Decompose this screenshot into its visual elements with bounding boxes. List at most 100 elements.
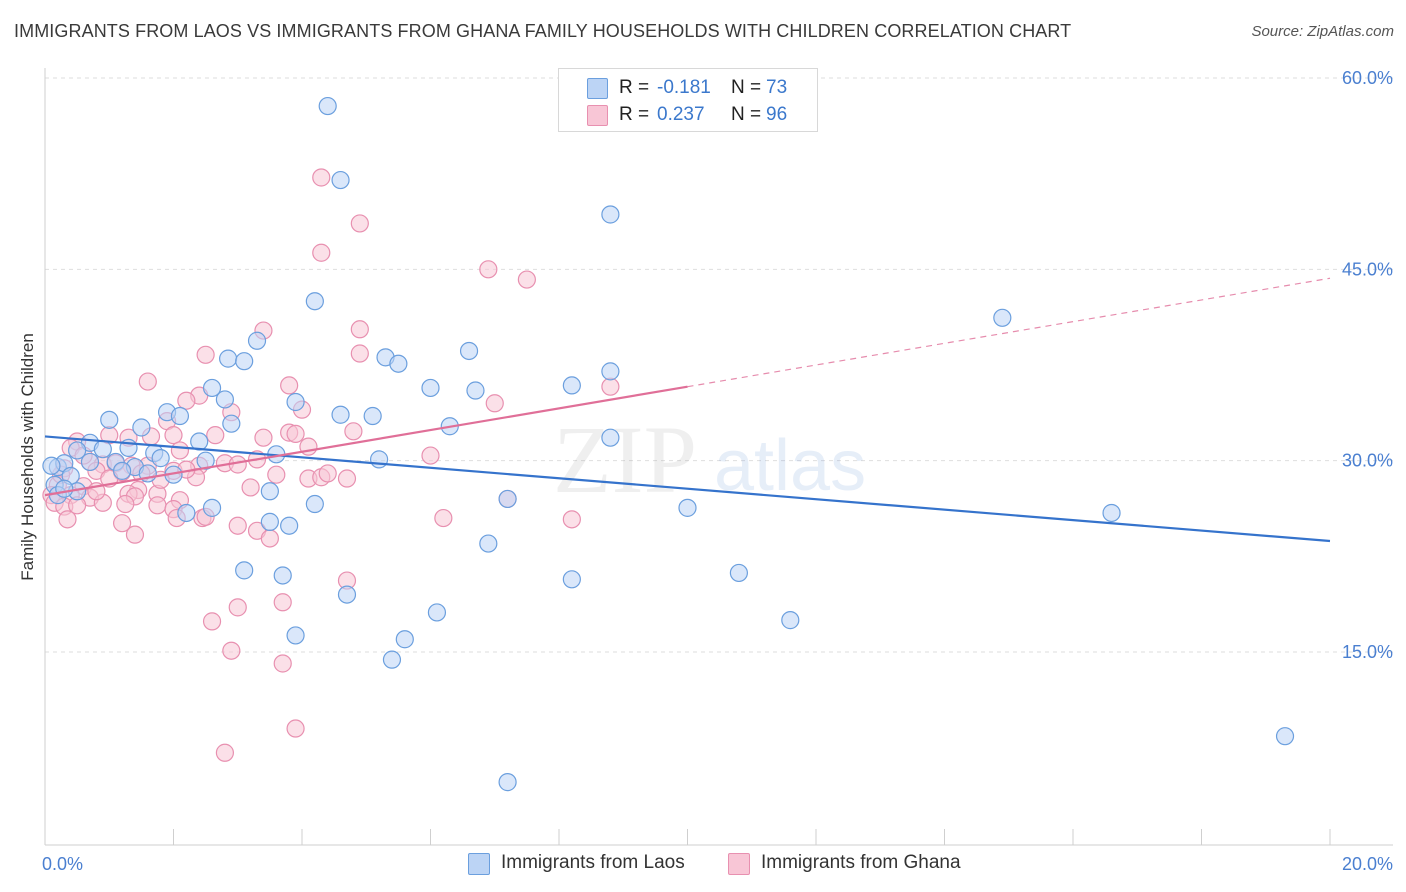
ghana-point — [138, 372, 157, 391]
laos-points — [42, 96, 1295, 792]
laos-point — [305, 494, 324, 514]
laos-point — [562, 570, 581, 589]
laos-point — [215, 390, 234, 409]
grid-lines — [45, 77, 1393, 653]
laos-point — [219, 349, 238, 368]
laos-point — [421, 378, 440, 398]
laos-point — [382, 650, 402, 669]
ghana-point — [421, 446, 440, 465]
ghana-point — [350, 320, 369, 339]
ghana-trend-line-extension — [687, 277, 1331, 388]
laos-point — [170, 406, 190, 426]
ghana-point — [254, 428, 273, 447]
laos-point — [729, 563, 749, 583]
laos-point — [498, 489, 517, 509]
laos-point — [177, 503, 196, 523]
bottom-legend-swatch-laos — [468, 853, 490, 875]
laos-point — [562, 376, 581, 395]
ghana-point — [260, 529, 279, 548]
ghana-point — [267, 465, 286, 484]
ghana-point — [280, 376, 299, 395]
laos-point — [781, 611, 800, 630]
laos-point — [363, 406, 382, 426]
ghana-point — [312, 243, 331, 262]
laos-point — [286, 392, 305, 412]
laos-point — [498, 773, 517, 792]
laos-point — [331, 170, 350, 190]
ghana-point — [434, 508, 453, 528]
laos-point — [601, 428, 620, 447]
laos-point — [260, 512, 279, 531]
ghana-point — [241, 478, 260, 497]
laos-point — [427, 603, 447, 622]
ghana-point — [350, 344, 369, 363]
laos-point — [235, 561, 254, 580]
laos-point — [459, 341, 479, 361]
laos-point — [151, 449, 170, 468]
tick-labels: 15.0% 30.0% 45.0% 60.0% 0.0% 20.0% — [42, 68, 1393, 874]
laos-point — [395, 630, 414, 649]
laos-point — [68, 441, 87, 460]
x-tick-label: 0.0% — [42, 854, 83, 874]
y-tick-label: 15.0% — [1342, 642, 1393, 662]
watermark-zip: ZIP — [553, 406, 697, 513]
ghana-point — [112, 514, 132, 533]
ghana-point — [337, 469, 357, 488]
laos-point — [100, 410, 119, 429]
y-tick-label: 60.0% — [1342, 68, 1393, 88]
laos-point — [247, 331, 267, 350]
laos-point — [202, 378, 222, 398]
ghana-point — [228, 516, 247, 535]
chart-title: IMMIGRANTS FROM LAOS VS IMMIGRANTS FROM … — [14, 21, 1072, 41]
ghana-point — [344, 422, 363, 441]
ghana-point — [202, 612, 222, 631]
ghana-point — [222, 641, 241, 660]
ghana-point — [228, 598, 247, 617]
legend-n-value: 73 — [766, 77, 788, 98]
ghana-point — [479, 260, 498, 279]
laos-point — [55, 479, 74, 498]
correlation-legend: R = -0.181 N = 73 R = 0.237 N = 96 — [558, 68, 818, 132]
laos-point — [112, 461, 132, 480]
laos-point — [1102, 503, 1121, 523]
ghana-point — [601, 377, 620, 396]
ghana-point — [196, 345, 215, 364]
ghana-point — [562, 510, 581, 529]
ghana-trend-line — [44, 385, 688, 497]
laos-point — [286, 626, 305, 645]
ghana-point — [170, 441, 190, 460]
ghana-point — [58, 510, 77, 529]
ghana-point — [177, 391, 196, 410]
y-tick-label: 45.0% — [1342, 259, 1393, 279]
source-label: Source: ZipAtlas.com — [1251, 23, 1394, 40]
bottom-legend-label-ghana: Immigrants from Ghana — [761, 852, 961, 873]
laos-trend-line — [44, 435, 1331, 543]
y-tick-label: 30.0% — [1342, 451, 1393, 471]
legend-swatch-ghana — [587, 105, 608, 126]
ghana-point — [273, 654, 292, 673]
watermark-atlas: atlas — [714, 426, 866, 506]
laos-point — [370, 450, 389, 469]
laos-point — [337, 585, 357, 604]
laos-point — [273, 566, 292, 585]
x-tick-label: 20.0% — [1342, 854, 1393, 874]
laos-point — [318, 96, 337, 116]
laos-point — [132, 418, 151, 437]
laos-point — [260, 482, 279, 501]
legend-r-value: 0.237 — [657, 104, 705, 125]
trend-lines — [44, 277, 1331, 543]
ghana-point — [318, 464, 337, 483]
laos-point — [196, 451, 215, 470]
ghana-point — [312, 168, 331, 187]
laos-point — [305, 292, 324, 311]
ghana-point — [206, 426, 225, 445]
legend-n-label: N = — [731, 104, 762, 125]
ghana-point — [125, 525, 145, 544]
legend-r-label: R = — [619, 77, 650, 98]
laos-point — [222, 414, 241, 433]
legend-r-label: R = — [619, 104, 650, 125]
laos-point — [993, 308, 1012, 327]
laos-point — [601, 362, 620, 381]
laos-point — [280, 516, 299, 535]
ghana-point — [286, 719, 305, 738]
